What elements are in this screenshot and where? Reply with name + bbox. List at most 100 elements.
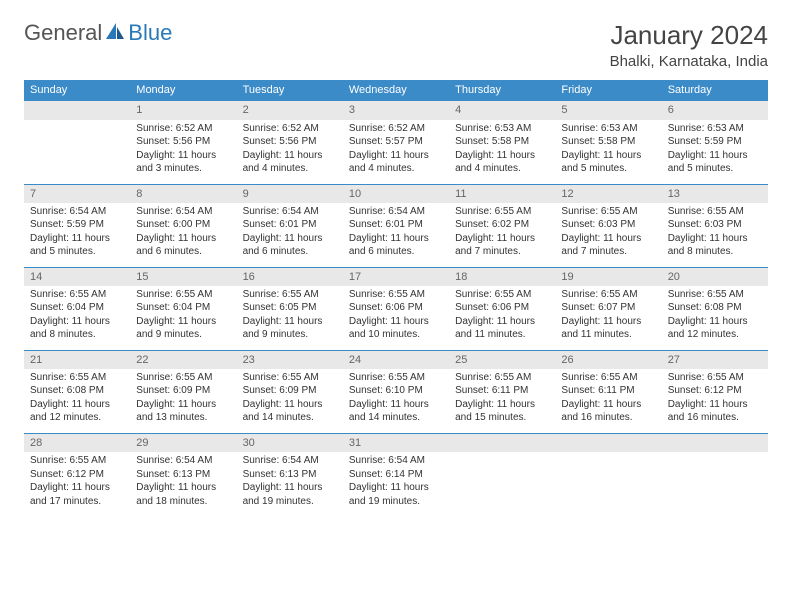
daylight-text: Daylight: 11 hours and 5 minutes.: [30, 232, 124, 259]
sunset-text: Sunset: 6:08 PM: [30, 384, 124, 398]
day-number: 6: [662, 101, 768, 120]
week-body-row: Sunrise: 6:54 AMSunset: 5:59 PMDaylight:…: [24, 203, 768, 268]
sunrise-text: Sunrise: 6:55 AM: [30, 288, 124, 302]
daylight-text: Daylight: 11 hours and 9 minutes.: [243, 315, 337, 342]
daylight-text: Daylight: 11 hours and 4 minutes.: [243, 149, 337, 176]
sunset-text: Sunset: 6:12 PM: [668, 384, 762, 398]
sunrise-text: Sunrise: 6:55 AM: [243, 288, 337, 302]
day-number: 25: [449, 350, 555, 369]
sunset-text: Sunset: 5:57 PM: [349, 135, 443, 149]
daylight-text: Daylight: 11 hours and 11 minutes.: [561, 315, 655, 342]
day-number: 15: [130, 267, 236, 286]
day-number: 20: [662, 267, 768, 286]
day-number: 7: [24, 184, 130, 203]
day-number: 19: [555, 267, 661, 286]
empty-day-number: [24, 101, 130, 120]
day-header: Monday: [130, 80, 236, 101]
sunrise-text: Sunrise: 6:55 AM: [30, 371, 124, 385]
sunset-text: Sunset: 6:01 PM: [243, 218, 337, 232]
day-number: 30: [237, 433, 343, 452]
daylight-text: Daylight: 11 hours and 7 minutes.: [561, 232, 655, 259]
day-detail: Sunrise: 6:55 AMSunset: 6:06 PMDaylight:…: [449, 286, 555, 351]
empty-day-detail: [24, 120, 130, 185]
day-detail: Sunrise: 6:55 AMSunset: 6:12 PMDaylight:…: [24, 452, 130, 516]
day-detail: Sunrise: 6:52 AMSunset: 5:57 PMDaylight:…: [343, 120, 449, 185]
daylight-text: Daylight: 11 hours and 16 minutes.: [561, 398, 655, 425]
brand-logo: General Blue: [24, 20, 172, 46]
day-detail: Sunrise: 6:53 AMSunset: 5:59 PMDaylight:…: [662, 120, 768, 185]
sunset-text: Sunset: 5:58 PM: [455, 135, 549, 149]
brand-text-general: General: [24, 20, 102, 46]
sunset-text: Sunset: 6:13 PM: [243, 468, 337, 482]
sunrise-text: Sunrise: 6:55 AM: [668, 205, 762, 219]
day-detail: Sunrise: 6:55 AMSunset: 6:03 PMDaylight:…: [555, 203, 661, 268]
daylight-text: Daylight: 11 hours and 14 minutes.: [243, 398, 337, 425]
sunrise-text: Sunrise: 6:55 AM: [561, 371, 655, 385]
daylight-text: Daylight: 11 hours and 3 minutes.: [136, 149, 230, 176]
sunset-text: Sunset: 6:10 PM: [349, 384, 443, 398]
day-header: Wednesday: [343, 80, 449, 101]
sunrise-text: Sunrise: 6:54 AM: [243, 454, 337, 468]
empty-day-number: [662, 433, 768, 452]
empty-day-number: [449, 433, 555, 452]
empty-day-detail: [662, 452, 768, 516]
day-number: 21: [24, 350, 130, 369]
week-body-row: Sunrise: 6:55 AMSunset: 6:08 PMDaylight:…: [24, 369, 768, 434]
empty-day-detail: [449, 452, 555, 516]
week-body-row: Sunrise: 6:55 AMSunset: 6:04 PMDaylight:…: [24, 286, 768, 351]
sunset-text: Sunset: 6:05 PM: [243, 301, 337, 315]
day-detail: Sunrise: 6:54 AMSunset: 6:00 PMDaylight:…: [130, 203, 236, 268]
day-number: 5: [555, 101, 661, 120]
daylight-text: Daylight: 11 hours and 5 minutes.: [561, 149, 655, 176]
week-number-row: 14151617181920: [24, 267, 768, 286]
sunrise-text: Sunrise: 6:53 AM: [668, 122, 762, 136]
sunrise-text: Sunrise: 6:54 AM: [243, 205, 337, 219]
sunrise-text: Sunrise: 6:52 AM: [136, 122, 230, 136]
daylight-text: Daylight: 11 hours and 6 minutes.: [136, 232, 230, 259]
day-detail: Sunrise: 6:55 AMSunset: 6:08 PMDaylight:…: [662, 286, 768, 351]
sunrise-text: Sunrise: 6:52 AM: [243, 122, 337, 136]
day-detail: Sunrise: 6:52 AMSunset: 5:56 PMDaylight:…: [130, 120, 236, 185]
sunset-text: Sunset: 6:04 PM: [30, 301, 124, 315]
day-detail: Sunrise: 6:54 AMSunset: 6:14 PMDaylight:…: [343, 452, 449, 516]
day-detail: Sunrise: 6:55 AMSunset: 6:11 PMDaylight:…: [555, 369, 661, 434]
day-detail: Sunrise: 6:55 AMSunset: 6:04 PMDaylight:…: [24, 286, 130, 351]
day-detail: Sunrise: 6:55 AMSunset: 6:06 PMDaylight:…: [343, 286, 449, 351]
daylight-text: Daylight: 11 hours and 10 minutes.: [349, 315, 443, 342]
day-number: 18: [449, 267, 555, 286]
week-body-row: Sunrise: 6:55 AMSunset: 6:12 PMDaylight:…: [24, 452, 768, 516]
sunset-text: Sunset: 6:02 PM: [455, 218, 549, 232]
daylight-text: Daylight: 11 hours and 17 minutes.: [30, 481, 124, 508]
day-detail: Sunrise: 6:54 AMSunset: 6:13 PMDaylight:…: [237, 452, 343, 516]
daylight-text: Daylight: 11 hours and 6 minutes.: [349, 232, 443, 259]
day-detail: Sunrise: 6:55 AMSunset: 6:05 PMDaylight:…: [237, 286, 343, 351]
sunrise-text: Sunrise: 6:55 AM: [668, 288, 762, 302]
daylight-text: Daylight: 11 hours and 4 minutes.: [455, 149, 549, 176]
sunrise-text: Sunrise: 6:54 AM: [136, 454, 230, 468]
sunset-text: Sunset: 5:59 PM: [30, 218, 124, 232]
sunrise-text: Sunrise: 6:55 AM: [349, 288, 443, 302]
day-number: 2: [237, 101, 343, 120]
day-header: Saturday: [662, 80, 768, 101]
sunrise-text: Sunrise: 6:55 AM: [561, 205, 655, 219]
sunrise-text: Sunrise: 6:55 AM: [349, 371, 443, 385]
sunset-text: Sunset: 6:11 PM: [455, 384, 549, 398]
daylight-text: Daylight: 11 hours and 13 minutes.: [136, 398, 230, 425]
day-number: 4: [449, 101, 555, 120]
day-detail: Sunrise: 6:55 AMSunset: 6:03 PMDaylight:…: [662, 203, 768, 268]
day-detail: Sunrise: 6:54 AMSunset: 6:13 PMDaylight:…: [130, 452, 236, 516]
day-header: Tuesday: [237, 80, 343, 101]
daylight-text: Daylight: 11 hours and 15 minutes.: [455, 398, 549, 425]
day-number: 13: [662, 184, 768, 203]
daylight-text: Daylight: 11 hours and 6 minutes.: [243, 232, 337, 259]
day-number: 23: [237, 350, 343, 369]
daylight-text: Daylight: 11 hours and 9 minutes.: [136, 315, 230, 342]
sunrise-text: Sunrise: 6:53 AM: [455, 122, 549, 136]
empty-day-detail: [555, 452, 661, 516]
day-detail: Sunrise: 6:55 AMSunset: 6:04 PMDaylight:…: [130, 286, 236, 351]
week-number-row: 21222324252627: [24, 350, 768, 369]
sunrise-text: Sunrise: 6:55 AM: [30, 454, 124, 468]
daylight-text: Daylight: 11 hours and 12 minutes.: [668, 315, 762, 342]
daylight-text: Daylight: 11 hours and 11 minutes.: [455, 315, 549, 342]
sunset-text: Sunset: 5:56 PM: [136, 135, 230, 149]
